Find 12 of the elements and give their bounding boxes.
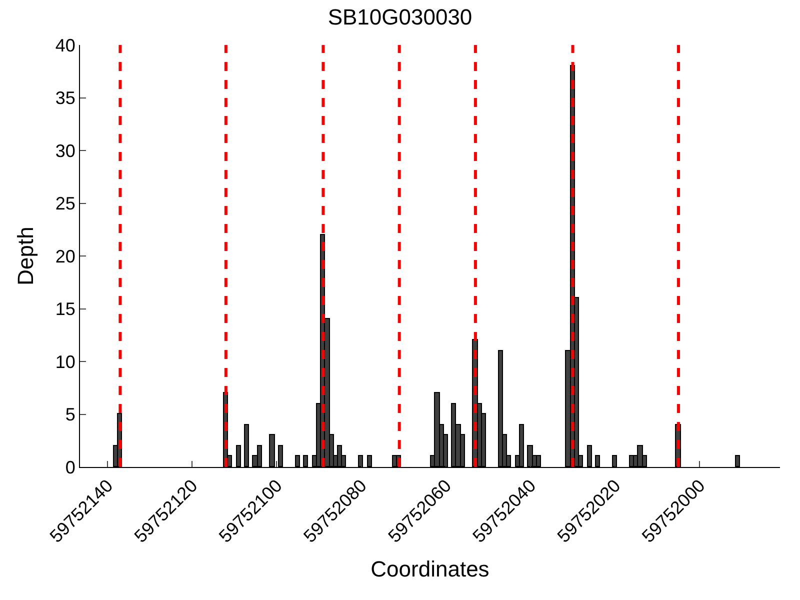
y-axis-title: Depth [13,226,38,286]
chart-title: SB10G030030 [328,4,472,30]
y-tick-label: 40 [55,35,76,56]
y-tick-label: 25 [55,194,76,214]
x-axis-title: Coordinates [370,556,490,582]
y-tick-label: 5 [65,404,76,425]
y-tick-label: 30 [55,140,76,161]
y-tick-label: 20 [55,246,76,266]
y-tick-label: 35 [55,88,76,108]
y-tick-label: 0 [65,457,76,478]
y-tick-label: 10 [55,352,76,372]
y-tick-label: 15 [55,299,76,320]
